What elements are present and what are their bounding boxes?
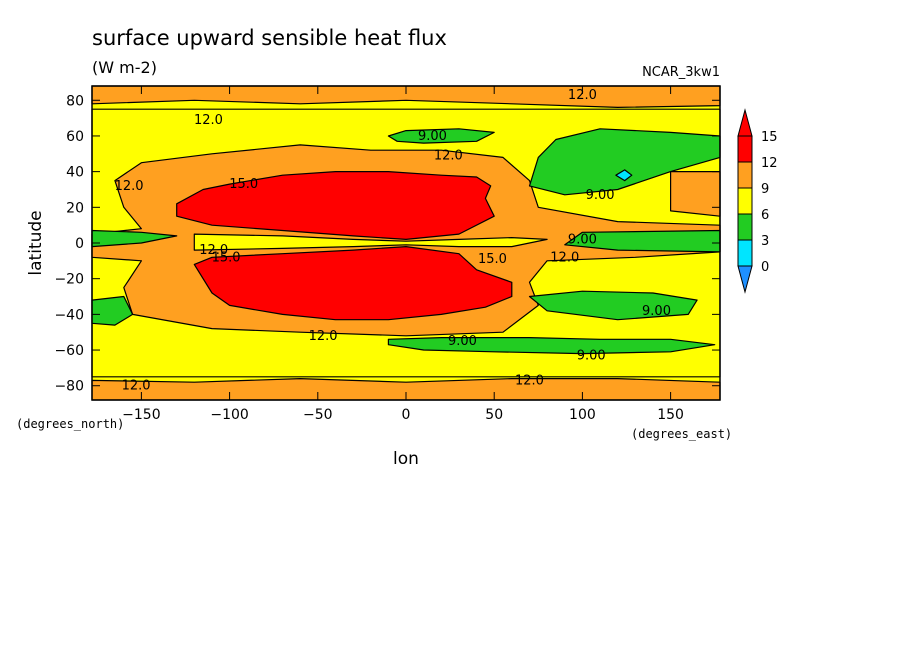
contour-label: 12.0 — [309, 329, 338, 344]
colorbar-segment — [737, 135, 753, 163]
contour-label: 9.00 — [448, 334, 477, 349]
y-tick-label: −20 — [54, 272, 84, 288]
y-units-label: (degrees_north) — [16, 417, 124, 431]
y-axis-label: latitude — [26, 210, 46, 275]
model-label: NCAR_3kw1 — [642, 65, 720, 80]
contour-label: 12.0 — [194, 113, 223, 128]
colorbar-label: 9 — [761, 182, 769, 197]
x-units-label: (degrees_east) — [631, 427, 732, 441]
contour-label: 12.0 — [122, 379, 151, 394]
colorbar-label: 0 — [761, 260, 769, 275]
contour-region-12-15 — [669, 171, 721, 217]
contour-label: 12.0 — [434, 149, 463, 164]
contour-label: 12.0 — [515, 373, 544, 388]
y-tick-label: −80 — [54, 379, 84, 395]
x-tick-label: −150 — [122, 407, 160, 423]
contour-region-3-6 — [615, 169, 633, 182]
x-tick-label: 0 — [402, 407, 411, 423]
x-axis-label: lon — [393, 449, 419, 469]
colorbar-label: 12 — [761, 156, 778, 171]
contour-label: 15.0 — [212, 250, 241, 265]
contour-label: 9.00 — [586, 188, 615, 203]
contour-region-9-12 — [193, 233, 548, 251]
contour-label: 12.0 — [550, 250, 579, 265]
contour-label: 12.0 — [115, 179, 144, 194]
x-tick-label: −100 — [210, 407, 248, 423]
contour-region-6-9 — [387, 337, 716, 355]
y-tick-label: 40 — [66, 165, 84, 181]
y-tick-label: 20 — [66, 200, 84, 216]
colorbar-segment — [737, 239, 753, 267]
colorbar-segment — [737, 187, 753, 215]
contour-label: 9.00 — [642, 304, 671, 319]
x-tick-label: 50 — [485, 407, 503, 423]
chart-subtitle: (W m-2) — [92, 58, 157, 77]
x-tick-label: 100 — [569, 407, 596, 423]
y-tick-label: 80 — [66, 93, 84, 109]
contour-label: 15.0 — [478, 252, 507, 267]
colorbar-label: 3 — [761, 234, 769, 249]
colorbar-extend-high — [737, 108, 753, 137]
contour-label: 12.0 — [199, 243, 228, 258]
contour-region-6-9 — [528, 290, 698, 321]
y-axis-ticks: −80 −60 −40 −20 0 20 40 60 80 — [54, 93, 720, 395]
contour-region-6-9 — [564, 229, 721, 253]
contour-label: 9.00 — [568, 232, 597, 247]
y-tick-label: −60 — [54, 343, 84, 359]
y-tick-label: 0 — [75, 236, 84, 252]
colorbar-label: 6 — [761, 208, 769, 223]
colorbar-label: 15 — [761, 130, 778, 145]
colorbar-extend-low — [737, 265, 753, 294]
colorbar-segment — [737, 161, 753, 189]
x-tick-label: −50 — [303, 407, 333, 423]
colorbar: 0 3 6 9 12 15 — [737, 108, 778, 294]
y-tick-label: −40 — [54, 307, 84, 323]
colorbar-segment — [737, 213, 753, 241]
chart-title: surface upward sensible heat flux — [92, 26, 447, 50]
contour-region-15+ — [193, 246, 513, 321]
contour-label: 9.00 — [418, 129, 447, 144]
contour-label: 12.0 — [568, 88, 597, 103]
contour-label: 9.00 — [577, 348, 606, 363]
contour-label: 15.0 — [229, 177, 258, 192]
y-tick-label: 60 — [66, 129, 84, 145]
x-axis-ticks: −150 −100 −50 0 50 100 150 — [122, 86, 684, 423]
contour-region-15+ — [176, 171, 495, 240]
contour-regions — [91, 85, 721, 401]
x-tick-label: 150 — [657, 407, 684, 423]
contour-region-6-9 — [387, 128, 495, 144]
